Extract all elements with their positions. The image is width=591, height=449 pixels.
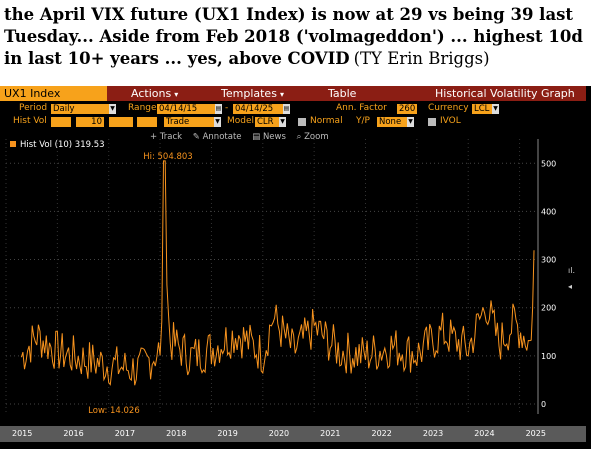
high-label: Hi: 504.803 (143, 152, 192, 162)
hist-vol-line (20, 160, 535, 386)
yp-select[interactable]: None (377, 117, 407, 127)
actions-menu[interactable]: Actions ▾ (131, 86, 178, 101)
x-tick-label: 2019 (217, 429, 238, 438)
y-tick-label: 500 (541, 159, 556, 168)
range-dash: - (225, 103, 229, 113)
chart-grid (5, 139, 535, 414)
tweet-caption: the April VIX future (UX1 Index) is now … (4, 4, 589, 70)
chevron-down-icon[interactable]: ▼ (279, 117, 286, 127)
normal-checkbox[interactable] (298, 118, 306, 126)
zoom-icon: ⌕ (296, 132, 302, 142)
zoom-button[interactable]: Zoom (304, 132, 329, 142)
y-tick-label: 200 (541, 304, 556, 313)
chevron-down-icon[interactable]: ▼ (407, 117, 414, 127)
ann-factor-field[interactable]: 260 (397, 104, 417, 114)
currency-select[interactable]: LCL (472, 104, 492, 114)
y-tick-label: 100 (541, 352, 556, 361)
ticker-field[interactable]: UX1 Index (0, 86, 107, 101)
chevron-down-icon[interactable]: ▼ (109, 104, 116, 114)
chart-scale-icon[interactable]: ıl. (568, 266, 575, 275)
hist-vol-extra-field[interactable] (137, 117, 157, 127)
currency-label: Currency (428, 103, 469, 113)
caption-line-1: the April VIX future (UX1 Index) is now … (4, 5, 574, 24)
x-tick-label: 2021 (320, 429, 341, 438)
normal-label: Normal (310, 116, 343, 126)
x-tick-label: 2022 (371, 429, 392, 438)
calendar-icon[interactable]: ▤ (283, 104, 290, 114)
caption-line-3: in last 10+ years ... yes, above COVID (4, 49, 350, 68)
table-menu[interactable]: Table (328, 87, 357, 100)
chevron-down-icon[interactable]: ▼ (214, 117, 221, 127)
track-button[interactable]: + Track (150, 132, 183, 142)
x-tick-label: 2023 (422, 429, 444, 438)
hist-vol-label: Hist Vol (13, 116, 47, 126)
x-tick-label: 2016 (63, 429, 84, 438)
menu-bar: UX1 Index Actions ▾ Templates ▾ Table Hist… (0, 86, 586, 101)
calendar-icon[interactable]: ▤ (215, 104, 222, 114)
caption-line-2: Tuesday... Aside from Feb 2018 ('volmage… (4, 27, 589, 46)
y-tick-label: 300 (541, 256, 556, 265)
y-tick-label: 0 (541, 400, 546, 409)
chevron-left-icon[interactable]: ◂ (568, 282, 573, 291)
chevron-down-icon: ▾ (279, 90, 284, 99)
y-tick-label: 400 (541, 207, 556, 216)
y-axis: 500 400 300 200 100 0 (537, 139, 556, 414)
model-label: Model (227, 116, 255, 126)
period-select[interactable]: Daily (51, 104, 109, 114)
legend-swatch (10, 141, 16, 147)
x-tick-label: 2017 (114, 429, 136, 438)
hist-vol-field[interactable]: 10 (76, 117, 104, 127)
x-tick-label: 2018 (166, 429, 187, 438)
pencil-icon: ✎ (192, 132, 200, 142)
x-tick-label: 2015 (12, 429, 33, 438)
x-tick-label: 2024 (474, 429, 495, 438)
news-button[interactable]: News (262, 132, 286, 142)
bloomberg-terminal: UX1 Index Actions ▾ Templates ▾ Table Hist… (0, 86, 591, 449)
chevron-down-icon[interactable]: ▼ (492, 104, 499, 114)
chevron-down-icon: ▾ (174, 90, 179, 99)
x-tick-label: 2020 (268, 429, 290, 438)
range-start-field[interactable]: 04/14/15 (157, 104, 215, 114)
chart-toolbar: + Track ✎ Annotate ▤ News ⌕ Zoom (150, 132, 329, 143)
hist-vol-unit-field[interactable] (109, 117, 133, 127)
x-tick-label: 2025 (525, 429, 546, 438)
annotate-button[interactable]: Annotate (202, 132, 242, 142)
yp-label: Y/P (356, 116, 370, 126)
hist-vol-blank-field[interactable] (51, 117, 71, 127)
range-end-field[interactable]: 04/14/25 (233, 104, 283, 114)
low-label: Low: 14.026 (88, 406, 140, 416)
templates-menu[interactable]: Templates ▾ (221, 86, 284, 101)
ivol-label: IVOL (440, 116, 461, 126)
templates-label: Templates (221, 87, 277, 100)
hist-vol-chart: 500 400 300 200 100 0 Hist Vol (10) 319.53 Hi… (5, 139, 556, 416)
model-select[interactable]: CLR (255, 117, 279, 127)
ann-factor-label: Ann. Factor (336, 103, 387, 113)
trade-select[interactable]: Trade (164, 117, 214, 127)
ivol-checkbox[interactable] (428, 118, 436, 126)
actions-label: Actions (131, 87, 172, 100)
legend-label: Hist Vol (10) 319.53 (20, 140, 105, 150)
range-label: Range (128, 103, 157, 113)
screen-title: Historical Volatility Graph (435, 87, 575, 100)
news-icon: ▤ (252, 132, 261, 142)
x-axis-band (0, 426, 586, 442)
caption-credit: (TY Erin Briggs) (353, 49, 490, 68)
period-label: Period (19, 103, 48, 113)
